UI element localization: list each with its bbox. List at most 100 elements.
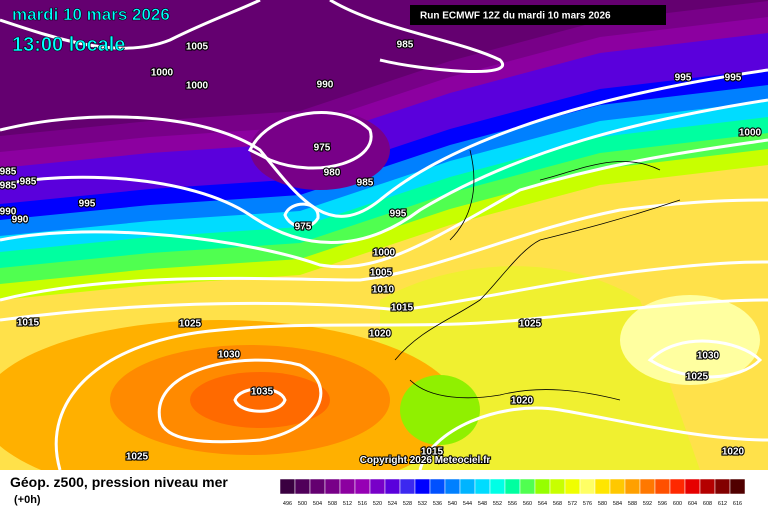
isobar-label: 985: [397, 40, 414, 51]
scale-swatch: [384, 478, 401, 495]
scale-swatch: [279, 478, 296, 495]
scale-label: 548: [478, 501, 487, 507]
scale-swatch: [534, 478, 551, 495]
isobar-label: 985: [0, 181, 17, 192]
scale-label: 608: [703, 501, 712, 507]
scale-swatch: [309, 478, 326, 495]
scale-swatch: [564, 478, 581, 495]
scale-label: 572: [568, 501, 577, 507]
scale-swatch: [489, 478, 506, 495]
isobar-label: 1020: [369, 329, 392, 340]
scale-swatch: [624, 478, 641, 495]
scale-swatch: [369, 478, 386, 495]
scale-swatch: [519, 478, 536, 495]
scale-label: 532: [418, 501, 427, 507]
isobar-label: 1030: [697, 351, 720, 362]
isobar-label: 1015: [17, 318, 40, 329]
scale-label: 516: [358, 501, 367, 507]
scale-swatch: [684, 478, 701, 495]
low-core: [250, 110, 390, 190]
isobar-label: 1015: [421, 447, 444, 458]
time-label: 13:00 locale: [12, 34, 125, 56]
scale-swatch: [324, 478, 341, 495]
isobar-label: 995: [675, 73, 692, 84]
scale-label: 512: [343, 501, 352, 507]
isobar-label: 1000: [373, 248, 396, 259]
scale-swatch: [354, 478, 371, 495]
scale-swatch: [399, 478, 416, 495]
scale-swatch: [294, 478, 311, 495]
scale-label: 552: [493, 501, 502, 507]
scale-label: 600: [673, 501, 682, 507]
scale-label: 524: [388, 501, 397, 507]
scale-swatch: [579, 478, 596, 495]
scale-swatch: [729, 478, 746, 495]
scale-label: 504: [313, 501, 322, 507]
isobar-label: 985: [357, 178, 374, 189]
scale-label: 612: [718, 501, 727, 507]
isobar-label: 975: [295, 222, 312, 233]
isobar-label: 1030: [218, 350, 241, 361]
scale-label: 560: [523, 501, 532, 507]
isobar-label: 980: [324, 168, 341, 179]
isobar-label: 985: [0, 167, 17, 178]
scale-swatch: [459, 478, 476, 495]
scale-swatch: [474, 478, 491, 495]
isobar-label: 1020: [722, 447, 745, 458]
scale-swatch: [549, 478, 566, 495]
scale-label: 536: [433, 501, 442, 507]
scale-swatch: [504, 478, 521, 495]
scale-label: 528: [403, 501, 412, 507]
isobar-label: 995: [390, 209, 407, 220]
scale-swatch: [594, 478, 611, 495]
isobars: [0, 0, 768, 470]
scale-label: 604: [688, 501, 697, 507]
isobar-label: 990: [0, 207, 17, 218]
copyright: Copyright 2026 Meteociel.fr: [360, 455, 491, 466]
scale-label: 568: [553, 501, 562, 507]
scale-label: 496: [283, 501, 292, 507]
run-box: [410, 5, 666, 25]
scale-label: 500: [298, 501, 307, 507]
field-band: [0, 0, 768, 136]
date-label: mardi 10 mars 2026: [12, 5, 170, 24]
scale-label: 616: [733, 501, 742, 507]
scale-label: 576: [583, 501, 592, 507]
isobar-label: 1020: [511, 396, 534, 407]
scale-label: 580: [598, 501, 607, 507]
isobar-label: 1000: [739, 128, 762, 139]
scale-label: 508: [328, 501, 337, 507]
scale-swatch: [429, 478, 446, 495]
scale-label: 584: [613, 501, 622, 507]
isobar-label: 975: [314, 143, 331, 154]
scale-label: 544: [463, 501, 472, 507]
scale-label: 564: [538, 501, 547, 507]
isobar-label: 995: [79, 199, 96, 210]
isobar-label: 1025: [179, 319, 202, 330]
forecast-step: (+0h): [14, 494, 41, 506]
isobar-label: 1035: [251, 387, 274, 398]
scale-swatch: [444, 478, 461, 495]
scale-label: 520: [373, 501, 382, 507]
scale-swatch: [714, 478, 731, 495]
isobar-label: 1000: [186, 81, 209, 92]
scale-swatch: [669, 478, 686, 495]
run-label: Run ECMWF 12Z du mardi 10 mars 2026: [420, 11, 611, 22]
scale-label: 592: [643, 501, 652, 507]
scale-swatch: [339, 478, 356, 495]
scale-swatch: [609, 478, 626, 495]
isobar-label: 985: [20, 177, 37, 188]
scale-swatch: [414, 478, 431, 495]
scale-swatch: [639, 478, 656, 495]
color-scale: 496 500 504 508 512 516 520 524 528 532 536 540 544 5…: [279, 478, 746, 507]
isobar-label: 1010: [372, 285, 395, 296]
isobar-label: 1025: [519, 319, 542, 330]
scale-label: 588: [628, 501, 637, 507]
isobar-label: 990: [317, 80, 334, 91]
scale-swatch: [699, 478, 716, 495]
isobar-label: 1005: [186, 42, 209, 53]
isobar-label: 1000: [151, 68, 174, 79]
scale-label: 540: [448, 501, 457, 507]
